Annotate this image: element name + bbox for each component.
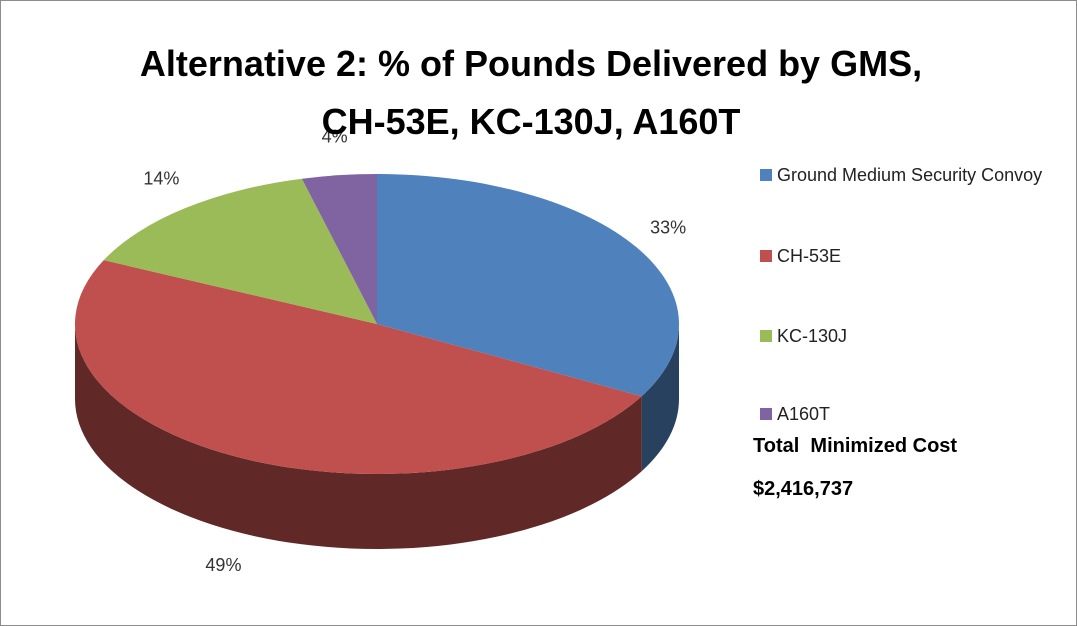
data-label: 14% xyxy=(143,168,179,188)
annotation: Total Minimized Cost xyxy=(753,435,958,457)
slice xyxy=(377,174,680,397)
legend-item: KC-130J xyxy=(760,322,1070,350)
legend-item: CH-53E xyxy=(760,242,1070,270)
legend-swatch xyxy=(760,250,772,262)
chart-title: Alternative 2: % of Pounds Delivered by … xyxy=(139,43,923,142)
legend-item: A160T xyxy=(760,400,1070,428)
slice-side xyxy=(74,324,642,549)
legend-item: Ground Medium Security Convoy xyxy=(760,161,1070,189)
slice xyxy=(74,260,642,475)
legend-swatch xyxy=(760,408,772,420)
data-label: 4% xyxy=(322,127,348,147)
annotation: $2,416,737 xyxy=(753,478,854,500)
legend-label: CH-53E xyxy=(777,246,842,266)
legend-swatch xyxy=(760,169,772,181)
data-label: 49% xyxy=(205,555,241,575)
slice xyxy=(103,178,377,324)
data-label: 33% xyxy=(650,217,686,237)
legend-label: Ground Medium Security Convoy xyxy=(777,165,1043,185)
legend-label: KC-130J xyxy=(777,326,848,346)
slice xyxy=(301,174,377,324)
legend-label: A160T xyxy=(777,404,831,424)
slice-side xyxy=(641,324,679,472)
legend-swatch xyxy=(760,330,772,342)
